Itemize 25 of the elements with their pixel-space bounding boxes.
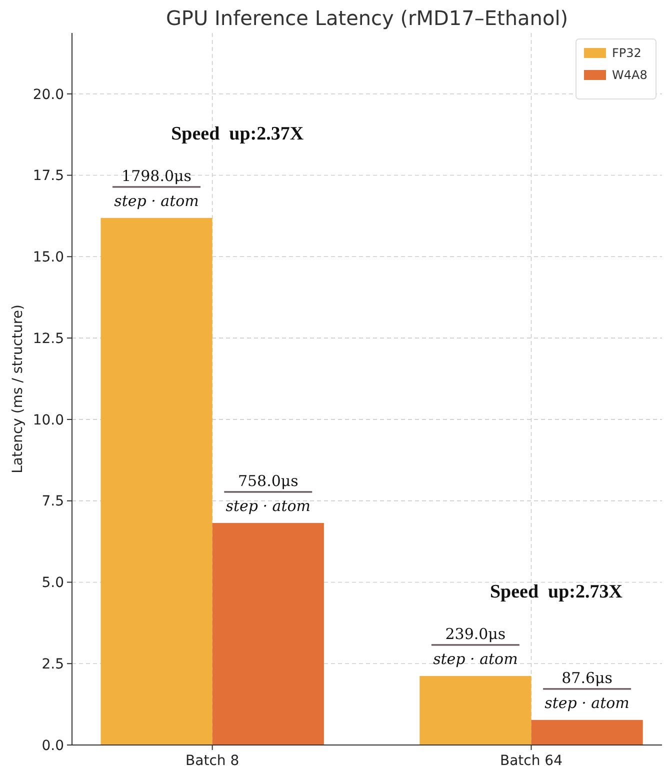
y-tick-label: 15.0 (32, 250, 64, 266)
y-tick-label: 0.0 (42, 738, 64, 754)
legend-label: W4A8 (612, 68, 648, 82)
y-tick-label: 12.5 (32, 330, 64, 347)
annotation: 1798.0μs step · atom (114, 166, 199, 210)
y-tick-label: 2.5 (42, 656, 64, 673)
chart-title: GPU Inference Latency (rMD17–Ethanol) (166, 6, 568, 30)
annotation: 239.0μs step · atom (433, 624, 518, 668)
annotation: 758.0μs step · atom (226, 472, 310, 515)
annotation: 87.6μs step · atom (544, 668, 630, 712)
annotation: Speed up:2.37X (171, 124, 304, 145)
y-tick-label: 10.0 (32, 412, 64, 428)
y-tick-label: 20.0 (32, 86, 64, 103)
bar (420, 676, 532, 745)
y-tick-label: 5.0 (42, 575, 64, 592)
y-tick-label: 7.5 (42, 494, 64, 510)
bar (531, 720, 643, 745)
y-axis-title: Latency (ms / structure) (10, 304, 26, 474)
annotation: Speed up:2.73X (490, 582, 623, 603)
x-tick-label: Batch 64 (500, 753, 563, 766)
y-tick-label: 17.5 (32, 168, 64, 184)
legend-label: FP32 (612, 46, 642, 60)
bar (212, 522, 324, 745)
bar (100, 218, 212, 745)
x-tick-label: Batch 8 (186, 753, 240, 766)
